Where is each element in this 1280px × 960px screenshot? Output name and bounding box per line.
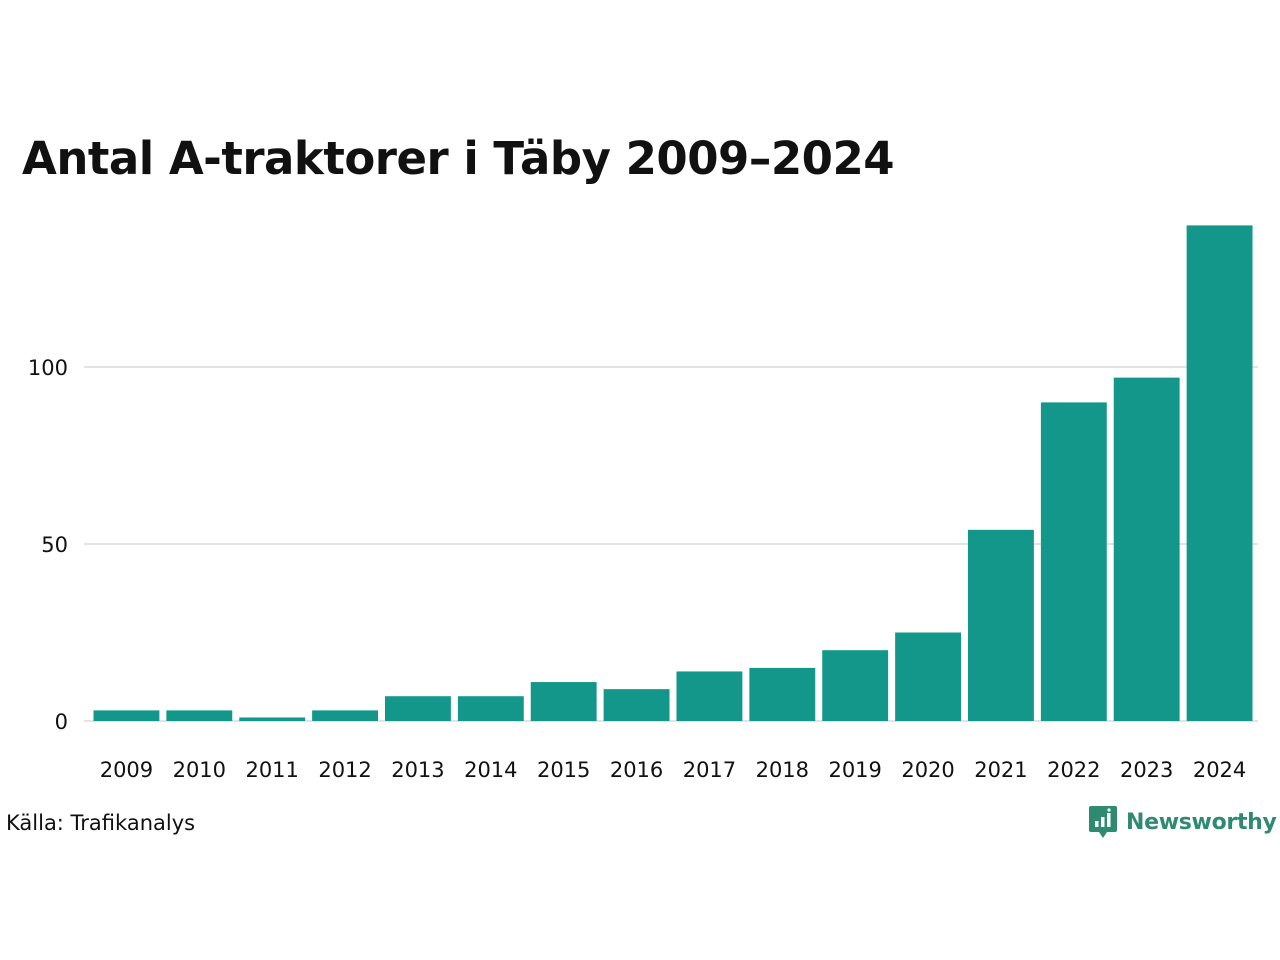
bar-2013 [385,696,451,721]
y-tick-label: 100 [28,356,68,380]
y-tick-label: 50 [41,533,68,557]
x-tick-label: 2009 [100,758,153,782]
bar-2020 [895,632,962,721]
bar-2017 [676,671,743,721]
x-tick-label: 2020 [901,758,954,782]
x-axis-ticks: 2009 2010 2011 2012 2013 2014 2015 2016 2017 2018… [100,758,1247,782]
y-tick-label: 0 [55,710,68,734]
x-tick-label: 2017 [683,758,736,782]
x-tick-label: 2010 [173,758,226,782]
x-tick-label: 2022 [1047,758,1100,782]
x-tick-label: 2014 [464,758,517,782]
bar-2011 [239,717,306,721]
x-tick-label: 2012 [318,758,371,782]
bar-2009 [93,710,160,721]
y-axis-ticks: 0 50 100 [28,356,68,734]
bar-2010 [166,710,233,721]
bar-2016 [603,689,670,721]
chart-title: Antal A-traktorer i Täby 2009–2024 [22,132,895,185]
x-tick-label: 2011 [245,758,298,782]
x-tick-label: 2019 [828,758,881,782]
bar-2014 [457,696,524,721]
bars [93,225,1253,721]
bar-2019 [822,650,889,721]
x-tick-label: 2024 [1193,758,1246,782]
x-tick-label: 2021 [974,758,1027,782]
bar-2012 [312,710,379,721]
source-note: Källa: Trafikanalys [6,811,196,835]
brand-name: Newsworthy [1126,809,1277,835]
bar-2021 [968,529,1034,721]
bar-2024 [1186,225,1253,721]
bar-2022 [1040,402,1107,721]
x-tick-label: 2015 [537,758,590,782]
bar-2023 [1113,377,1180,721]
bar-2015 [530,682,597,721]
x-tick-label: 2018 [756,758,809,782]
bar-2018 [749,667,816,721]
x-tick-label: 2016 [610,758,663,782]
brand-logo: Newsworthy [1088,804,1277,840]
newsworthy-logo-icon [1089,806,1117,838]
x-tick-label: 2013 [391,758,444,782]
x-tick-label: 2023 [1120,758,1173,782]
